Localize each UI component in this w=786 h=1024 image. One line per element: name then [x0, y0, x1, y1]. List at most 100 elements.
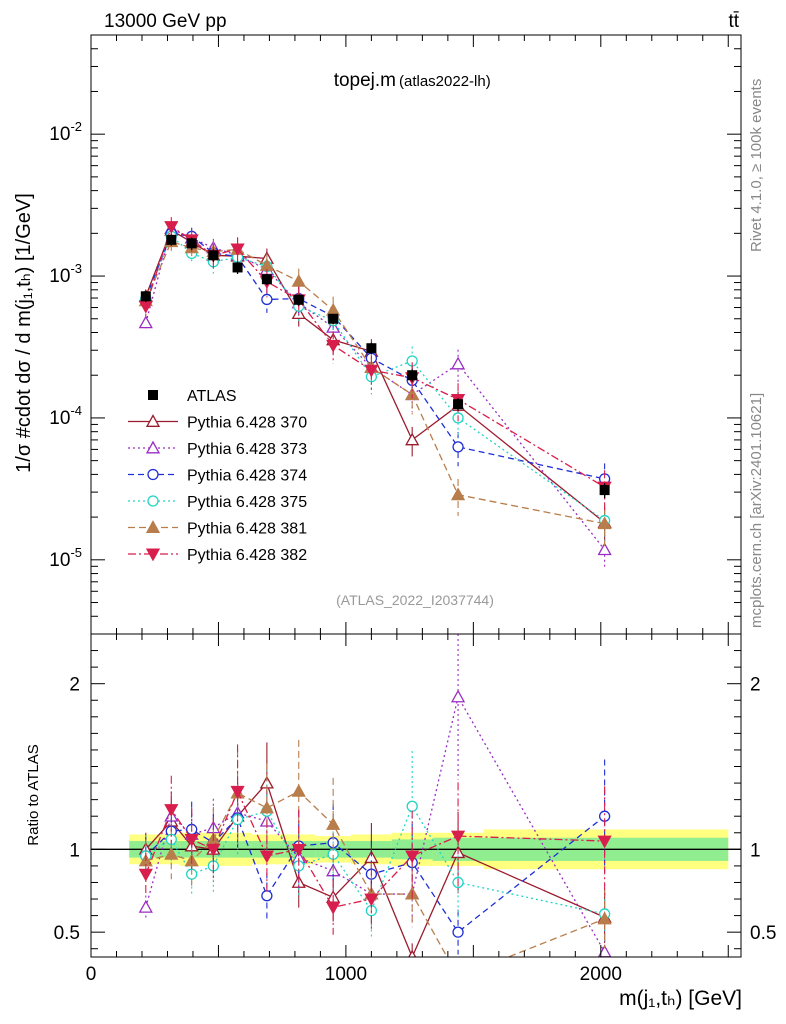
series-6-main-point — [164, 221, 179, 234]
series-6-ratio-point — [364, 893, 379, 907]
data-point — [208, 250, 219, 261]
series-3-main-point — [261, 293, 273, 306]
series-6-main-point — [364, 364, 379, 378]
series-4-ratio-line — [145, 804, 605, 915]
main-y-axis-title: 1/σ #cdot dσ / d m(j₁,tₕ) [1/GeV] — [13, 193, 35, 473]
y-tick-label: 10-3 — [49, 261, 82, 287]
data-point — [366, 343, 377, 354]
series-5-main-point — [326, 302, 341, 316]
series-6-ratio-point — [206, 843, 221, 857]
series-1-ratio-point — [408, 949, 417, 957]
series-5-ratio-point — [291, 784, 306, 797]
rivet-label: Rivet 4.1.0, ≥ 100k events — [748, 79, 765, 252]
series-2-main-point — [138, 315, 153, 329]
data-point — [293, 294, 304, 305]
series-5-main-point — [405, 387, 420, 401]
series-2-ratio-point — [450, 689, 466, 703]
series-3-ratio-point — [261, 890, 273, 902]
legend-marker-6 — [145, 548, 161, 562]
legend-marker-data — [148, 390, 158, 400]
data-point — [140, 291, 151, 302]
series-6-ratio-point — [184, 833, 199, 847]
ratio-tick-label: 1 — [69, 840, 80, 861]
series-3-main-point — [452, 441, 464, 453]
series-5-ratio-point — [597, 911, 612, 925]
ratio-tick-label: 2 — [69, 675, 80, 696]
legend-label-3: Pythia 6.428 374 — [187, 468, 307, 485]
series-6-ratio-point — [259, 850, 274, 864]
series-2-main-point — [450, 356, 466, 370]
data-point — [166, 234, 177, 245]
ratio-tick-label: 0.5 — [54, 923, 80, 944]
mcplots-label: mcplots.cern.ch [arXiv:2401.10621] — [748, 393, 765, 628]
ratio-tick-label-right: 2 — [750, 675, 761, 696]
series-5-ratio-point — [326, 817, 341, 830]
energy-label: 13000 GeV pp — [104, 11, 227, 32]
series-6-ratio-point — [138, 868, 153, 882]
legend-marker-5 — [145, 520, 161, 533]
series-5-main-point — [450, 487, 466, 501]
series-5-ratio-point — [259, 800, 274, 814]
legend: ATLAS Pythia 6.428 370 Pythia 6.428 373 Pyt… — [128, 388, 307, 564]
legend-label-data: ATLAS — [187, 388, 237, 405]
ratio-frame — [90, 633, 742, 958]
series-2-ratio-point — [138, 899, 153, 913]
series-1-main-point — [405, 432, 420, 446]
legend-label-2: Pythia 6.428 373 — [187, 441, 307, 458]
series-6-ratio-point — [450, 830, 466, 844]
legend-marker-1 — [145, 414, 161, 427]
series-3-main-line — [145, 232, 605, 480]
ratio-plot-area — [91, 634, 741, 957]
legend-marker-4 — [147, 495, 159, 507]
data-point — [407, 370, 418, 381]
main-frame — [90, 34, 742, 635]
data-point — [232, 262, 243, 273]
series-6-ratio-point — [164, 804, 179, 817]
ratio-tick-label-right: 1 — [750, 840, 761, 861]
chart-title: topej.m (atlas2022-lh) — [334, 70, 491, 91]
data-point — [599, 485, 610, 496]
legend-marker-3 — [147, 468, 159, 481]
y-tick-label: 10-2 — [49, 119, 82, 145]
data-point — [328, 313, 339, 324]
series-6-ratio-point — [230, 785, 245, 799]
analysis-watermark: (ATLAS_2022_I2037744) — [336, 592, 494, 608]
y-tick-label: 10-4 — [49, 403, 82, 429]
series-5-ratio-line — [145, 790, 605, 957]
data-point — [453, 399, 464, 410]
ratio-panel: 0 1000 2000 0.5 0.5 1 1 2 2 — [54, 633, 776, 985]
series-4-ratio-point — [406, 800, 418, 812]
series-2-main-point — [597, 542, 612, 556]
data-point — [186, 238, 197, 249]
series-6-ratio-point — [291, 843, 306, 857]
x-axis-title: m(j₁,tₕ) [GeV] — [619, 987, 742, 1010]
series-6-ratio-point — [326, 901, 341, 915]
series-5-main-point — [597, 516, 612, 530]
ratio-y-axis-title: Ratio to ATLAS — [25, 744, 42, 845]
series-1-ratio-line — [145, 781, 605, 957]
main-plot-area — [138, 217, 612, 570]
legend-label-1: Pythia 6.428 370 — [187, 415, 307, 432]
x-tick-label: 0 — [86, 964, 97, 985]
series-6-main-point — [326, 339, 341, 353]
main-panel: 10-2 10-3 10-4 10-5 — [49, 34, 742, 635]
series-5-ratio-point — [164, 846, 179, 860]
ratio-tick-label-right: 0.5 — [750, 923, 776, 944]
legend-label-6: Pythia 6.428 382 — [187, 547, 307, 564]
chart-title-main: topej.m — [334, 70, 396, 91]
legend-label-5: Pythia 6.428 381 — [187, 521, 307, 538]
series-6-ratio-point — [597, 835, 612, 849]
data-point — [261, 274, 272, 285]
series-5-main-point — [291, 273, 306, 287]
series-3-ratio-point — [452, 926, 464, 938]
legend-marker-2 — [145, 440, 161, 454]
x-tick-label: 2000 — [580, 964, 622, 985]
series-6-main-point — [230, 243, 245, 257]
y-tick-label: 10-5 — [49, 545, 82, 571]
chart-title-suffix: (atlas2022-lh) — [399, 73, 491, 90]
series-6-ratio-point — [405, 850, 420, 864]
legend-label-4: Pythia 6.428 375 — [187, 494, 307, 511]
process-label: tt̄ — [728, 11, 739, 32]
x-tick-label: 1000 — [325, 964, 367, 985]
